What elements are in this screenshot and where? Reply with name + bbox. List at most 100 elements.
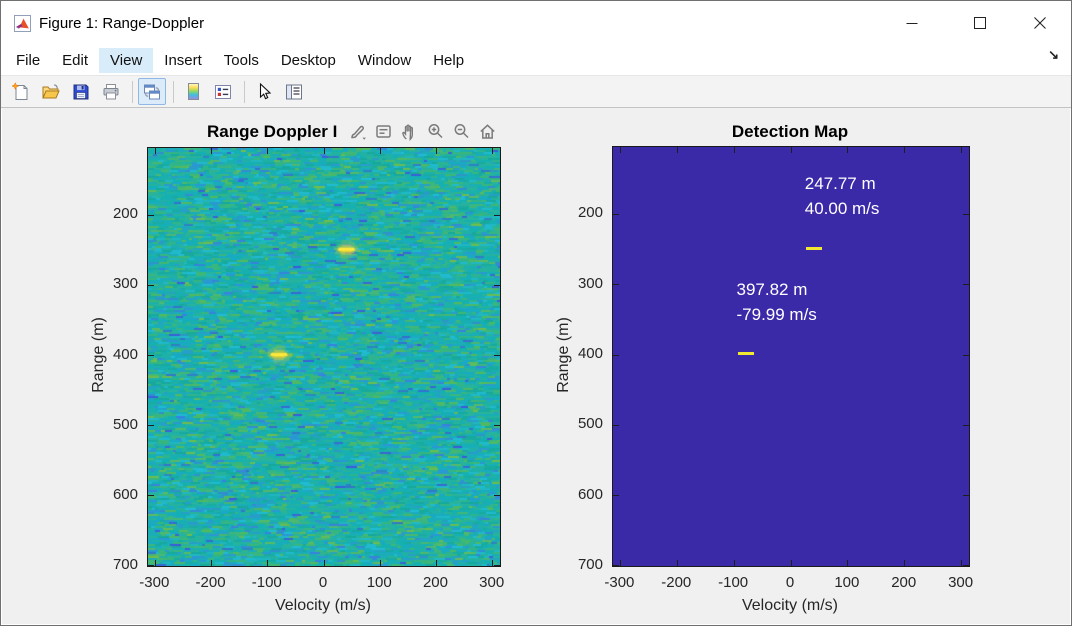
x-tick bbox=[267, 560, 269, 566]
y-tick bbox=[613, 213, 619, 215]
detection-map-plot[interactable]: 247.77 m 40.00 m/s 397.82 m -79.99 m/s bbox=[612, 146, 970, 567]
y-tick bbox=[494, 284, 500, 286]
save-figure-button[interactable] bbox=[67, 78, 95, 105]
detection-range-label: 397.82 m bbox=[736, 279, 808, 299]
y-tick bbox=[494, 425, 500, 427]
pan-icon[interactable] bbox=[398, 120, 420, 142]
zoom-out-icon[interactable] bbox=[450, 120, 472, 142]
menu-item-help[interactable]: Help bbox=[433, 51, 465, 69]
x-tick-label: 0 bbox=[785, 574, 795, 591]
new-figure-button[interactable] bbox=[7, 78, 35, 105]
y-tick bbox=[613, 354, 619, 356]
range-doppler-plot-title: Range Doppler I bbox=[207, 122, 338, 141]
link-plot-button[interactable] bbox=[138, 78, 166, 105]
x-tick bbox=[733, 560, 735, 566]
y-tick-label: 200 bbox=[577, 204, 603, 222]
y-tick bbox=[148, 425, 154, 427]
menu-item-file[interactable]: File bbox=[16, 51, 41, 69]
edit-plot-button[interactable] bbox=[250, 78, 278, 105]
x-tick bbox=[733, 147, 735, 153]
x-tick-label: -100 bbox=[251, 574, 282, 591]
y-tick-label: 600 bbox=[112, 485, 138, 503]
menu-item-edit[interactable]: Edit bbox=[62, 51, 89, 69]
y-tick bbox=[494, 564, 500, 566]
menu-bar: File Edit View Insert Tools Desktop Wind… bbox=[1, 45, 1071, 75]
menu-item-desktop[interactable]: Desktop bbox=[280, 51, 336, 69]
menu-item-tools[interactable]: Tools bbox=[223, 51, 259, 69]
x-tick-label: -300 bbox=[139, 574, 170, 591]
menu-item-insert[interactable]: Insert bbox=[164, 51, 202, 69]
zoom-in-icon[interactable] bbox=[424, 120, 446, 142]
menu-item-view[interactable]: View bbox=[99, 47, 154, 73]
data-tips-icon[interactable] bbox=[372, 120, 394, 142]
x-tick-label: 100 bbox=[366, 574, 392, 591]
x-tick-label: 300 bbox=[479, 574, 505, 591]
y-tick bbox=[963, 564, 969, 566]
dock-figure-icon[interactable]: ↘ bbox=[1048, 47, 1059, 62]
x-tick bbox=[435, 560, 437, 566]
x-tick bbox=[676, 147, 678, 153]
y-tick bbox=[494, 355, 500, 357]
toolbar-separator bbox=[244, 80, 245, 103]
open-file-button[interactable] bbox=[37, 78, 65, 105]
x-tick bbox=[211, 560, 213, 566]
x-tick bbox=[211, 148, 213, 154]
y-tick bbox=[613, 564, 619, 566]
x-tick bbox=[492, 560, 494, 566]
range-doppler-ylabel: Range (m) bbox=[90, 317, 107, 393]
detection-map-plot-title: Detection Map bbox=[731, 122, 849, 141]
y-tick bbox=[963, 284, 969, 286]
minimize-button[interactable] bbox=[889, 8, 935, 38]
y-tick-label: 400 bbox=[112, 345, 138, 363]
y-tick bbox=[963, 354, 969, 356]
window-title: Figure 1: Range-Doppler bbox=[39, 14, 205, 32]
x-tick bbox=[847, 560, 849, 566]
y-tick bbox=[148, 495, 154, 497]
x-tick bbox=[790, 147, 792, 153]
y-tick bbox=[148, 284, 154, 286]
x-tick-label: -200 bbox=[195, 574, 226, 591]
y-tick-label: 300 bbox=[577, 274, 603, 292]
y-tick bbox=[963, 213, 969, 215]
maximize-button[interactable] bbox=[957, 8, 1003, 38]
y-tick bbox=[613, 284, 619, 286]
y-tick-label: 500 bbox=[577, 415, 603, 433]
restore-view-icon[interactable] bbox=[476, 120, 498, 142]
insert-legend-button[interactable] bbox=[209, 78, 237, 105]
detection-map-xlabel: Velocity (m/s) bbox=[741, 597, 838, 614]
detection-velocity-label: -79.99 m/s bbox=[736, 304, 817, 324]
y-tick bbox=[494, 495, 500, 497]
y-tick-label: 600 bbox=[577, 485, 603, 503]
x-tick bbox=[492, 148, 494, 154]
window-controls bbox=[889, 1, 1063, 45]
y-tick bbox=[613, 495, 619, 497]
x-tick bbox=[790, 560, 792, 566]
menu-item-window[interactable]: Window bbox=[357, 51, 412, 69]
toolbar-separator bbox=[132, 80, 133, 103]
x-tick-label: -100 bbox=[718, 574, 749, 591]
insert-colorbar-button[interactable] bbox=[179, 78, 207, 105]
x-tick bbox=[154, 148, 156, 154]
figure-toolbar bbox=[1, 75, 1071, 108]
x-tick bbox=[961, 147, 963, 153]
matlab-logo-icon bbox=[14, 14, 31, 32]
y-tick-label: 700 bbox=[112, 556, 138, 573]
brush-icon[interactable] bbox=[346, 120, 368, 142]
property-inspector-button[interactable] bbox=[280, 78, 308, 105]
x-tick bbox=[619, 560, 621, 566]
y-tick bbox=[963, 495, 969, 497]
toolbar-separator bbox=[173, 80, 174, 103]
detection-annotation: 247.77 m 40.00 m/s bbox=[805, 171, 880, 221]
x-tick-label: 300 bbox=[948, 574, 974, 591]
y-tick bbox=[148, 355, 154, 357]
y-tick bbox=[148, 214, 154, 216]
figure-canvas: Range Doppler I bbox=[2, 108, 1070, 624]
colorbar-icon bbox=[187, 83, 199, 100]
y-tick bbox=[494, 214, 500, 216]
close-button[interactable] bbox=[1017, 8, 1063, 38]
range-doppler-plot[interactable] bbox=[147, 147, 501, 567]
x-tick-label: 200 bbox=[422, 574, 448, 591]
print-figure-button[interactable] bbox=[97, 78, 125, 105]
title-bar: Figure 1: Range-Doppler bbox=[1, 1, 1071, 45]
